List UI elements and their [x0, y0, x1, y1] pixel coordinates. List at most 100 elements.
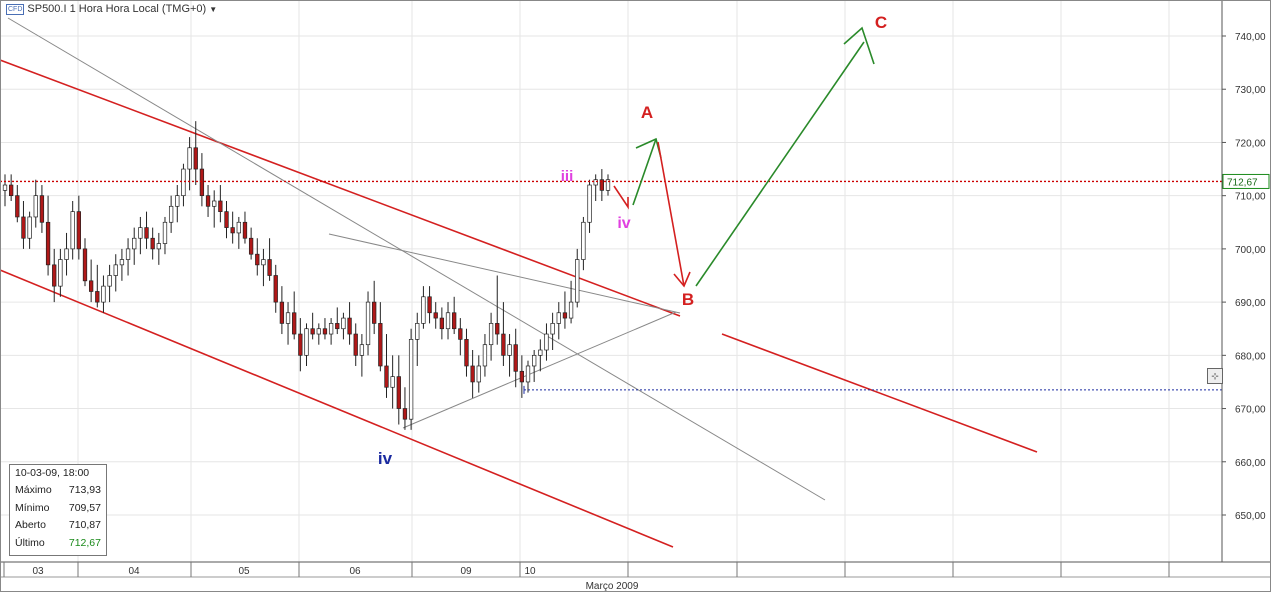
candle-body	[218, 200, 223, 212]
candle-body	[316, 328, 321, 335]
candle-body	[255, 253, 260, 266]
candle-body	[58, 259, 63, 287]
info-row-open: Aberto 710,87	[15, 519, 101, 532]
candle-body	[402, 408, 408, 420]
channel-lower-line	[0, 269, 674, 548]
x-tick-label: 06	[349, 566, 361, 577]
y-tick-label: 680,00	[1235, 351, 1266, 362]
candle-body	[396, 376, 401, 409]
y-tick-label: 650,00	[1235, 511, 1266, 522]
candle-body	[445, 312, 451, 330]
candle-body	[199, 168, 205, 197]
wave-label-iv-lower: iv	[378, 449, 393, 468]
arrow-b-head	[673, 271, 691, 288]
info-row-last: Último 712,67	[15, 537, 101, 550]
candle-body	[575, 259, 580, 303]
candle-body	[513, 344, 518, 372]
candle-body	[107, 275, 112, 287]
last-price-box	[1222, 173, 1270, 189]
candle-body	[2, 184, 8, 191]
symbol-title: SP500.I 1 Hora Hora Local (TMG+0)	[27, 3, 207, 15]
candle-body	[298, 333, 303, 356]
candle-body	[76, 211, 81, 250]
candle-body	[408, 339, 414, 420]
candle-body	[341, 317, 346, 330]
candle-body	[181, 168, 186, 197]
candle-body	[482, 344, 488, 367]
candle-body	[458, 328, 463, 340]
candle-body	[384, 365, 389, 388]
y-tick-label: 720,00	[1235, 138, 1266, 149]
candle-body	[27, 216, 32, 239]
candle-body	[322, 328, 328, 335]
candle-body	[175, 195, 180, 207]
arrow-c-head	[843, 26, 875, 65]
x-tick-label: 03	[32, 566, 44, 577]
x-tick-label: 09	[460, 566, 472, 577]
candle-body	[433, 312, 438, 319]
candle-body	[581, 221, 586, 260]
arrow-to-a	[632, 138, 657, 206]
candle-body	[273, 275, 278, 303]
candle-body	[568, 301, 574, 319]
cfd-badge: CFD	[6, 3, 25, 15]
info-box: 10-03-09, 18:00 Máximo 713,93 Mínimo 709,5…	[9, 464, 107, 556]
candle-body	[64, 248, 69, 260]
candle-body	[525, 365, 531, 383]
chart-header[interactable]: CFD SP500.I 1 Hora Hora Local (TMG+0) ▼	[6, 3, 217, 15]
candle-body	[285, 312, 291, 324]
candles	[2, 121, 611, 430]
info-row-low: Mínimo 709,57	[15, 501, 101, 514]
candle-body	[452, 312, 457, 330]
wave-label-a: A	[641, 103, 653, 122]
candle-body	[495, 323, 500, 335]
candle-body	[21, 216, 26, 239]
x-tick-label: 10	[524, 566, 536, 577]
candle-body	[519, 370, 525, 383]
wave-label-b: B	[682, 290, 694, 309]
downtrend-line	[7, 17, 826, 501]
candle-body	[532, 354, 537, 367]
candle-body	[304, 328, 309, 356]
candle-body	[132, 237, 137, 250]
wave-label-iii: iii	[561, 168, 574, 185]
y-tick-label: 660,00	[1235, 458, 1266, 469]
y-tick-label: 710,00	[1235, 192, 1266, 203]
candle-body	[224, 211, 229, 228]
candle-body	[538, 349, 543, 356]
candle-body	[267, 259, 272, 276]
candle-body	[236, 221, 241, 234]
candle-body	[82, 248, 88, 282]
candle-body	[279, 301, 285, 324]
candle-body	[261, 259, 266, 266]
candle-body	[88, 280, 94, 292]
candle-body	[390, 376, 395, 388]
candle-body	[347, 317, 352, 335]
candle-body	[335, 323, 340, 330]
candle-body	[353, 333, 358, 356]
candle-body	[292, 312, 297, 335]
triangle-upper-line	[328, 233, 681, 314]
channel-upper-line	[0, 59, 681, 317]
candle-body	[439, 317, 445, 330]
arrow-to-iv	[613, 185, 629, 210]
info-row-high: Máximo 713,93	[15, 484, 101, 496]
wave-label-iv-upper: iv	[617, 215, 630, 232]
candle-body	[95, 291, 100, 303]
candle-body	[39, 195, 45, 223]
caret-down-icon[interactable]: ▼	[209, 4, 218, 14]
y-tick-label: 700,00	[1235, 245, 1266, 256]
x-axis-title: Março 2009	[586, 581, 639, 592]
trend-lines	[0, 17, 1038, 548]
candle-body	[101, 285, 106, 303]
arrow-to-c	[695, 41, 865, 287]
candle-body	[550, 323, 555, 335]
y-tick-label: 730,00	[1235, 85, 1266, 96]
candle-body	[248, 237, 254, 255]
candle-body	[138, 227, 143, 239]
crosshair-tool-icon[interactable]: ⊹	[1207, 368, 1223, 384]
y-tick-label: 690,00	[1235, 298, 1266, 309]
candle-body	[562, 312, 568, 319]
